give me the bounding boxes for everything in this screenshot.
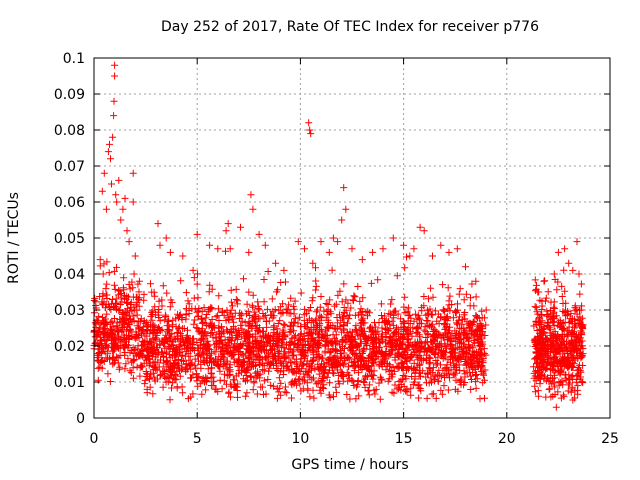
- y-tick-label: 0.1: [63, 51, 85, 67]
- x-axis-label: GPS time / hours: [291, 457, 408, 473]
- roti-points: [90, 61, 587, 411]
- grid-lines: [94, 58, 610, 418]
- x-tick-label: 10: [291, 431, 309, 447]
- chart-title: Day 252 of 2017, Rate Of TEC Index for r…: [161, 19, 539, 35]
- data-points: [90, 61, 587, 411]
- y-tick-label: 0.03: [54, 303, 85, 319]
- x-tick-label: 0: [90, 431, 99, 447]
- y-tick-label: 0.04: [54, 267, 85, 283]
- axis-ticks: [93, 57, 611, 419]
- y-tick-label: 0.05: [54, 231, 85, 247]
- y-tick-label: 0.01: [54, 375, 85, 391]
- x-tick-label: 5: [193, 431, 202, 447]
- y-tick-label: 0.09: [54, 87, 85, 103]
- y-tick-label: 0.07: [54, 159, 85, 175]
- y-tick-label: 0.06: [54, 195, 85, 211]
- x-tick-label: 15: [395, 431, 413, 447]
- y-axis-label: ROTI / TECUs: [6, 192, 22, 284]
- x-tick-label: 20: [498, 431, 516, 447]
- y-tick-label: 0.08: [54, 123, 85, 139]
- y-tick-labels: 0 0.01 0.02 0.03 0.04 0.05 0.06 0.07 0.08 0.09 0.1: [54, 51, 85, 427]
- y-tick-label: 0: [76, 411, 85, 427]
- x-tick-labels: 0 5 10 15 20 25: [90, 431, 619, 447]
- y-tick-label: 0.02: [54, 339, 85, 355]
- x-tick-label: 25: [601, 431, 619, 447]
